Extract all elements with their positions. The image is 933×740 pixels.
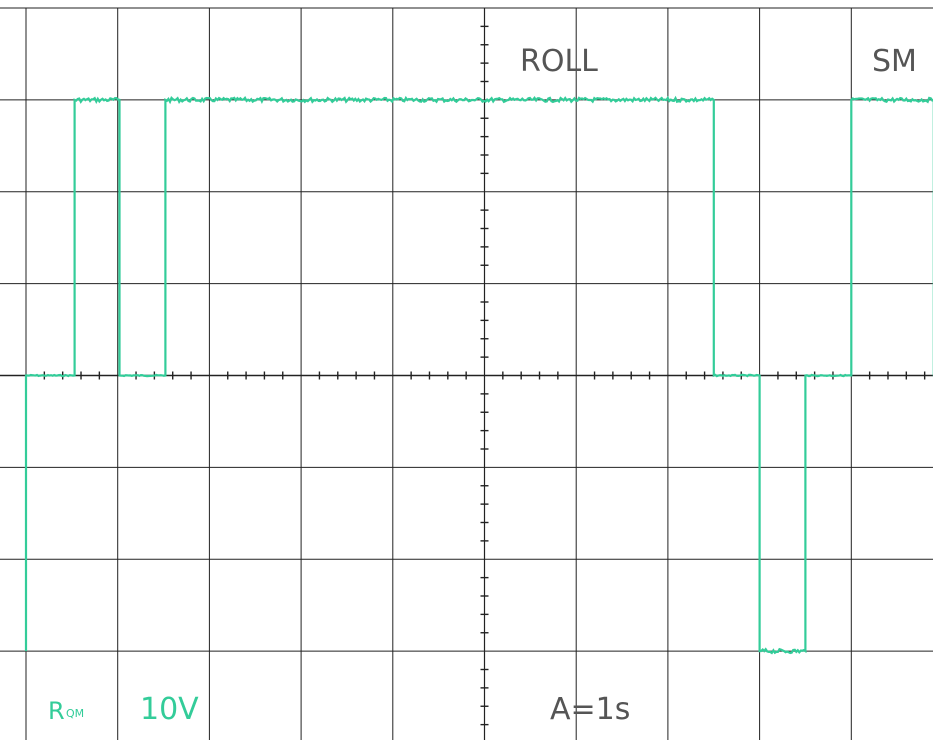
graticule-grid [0, 7, 933, 740]
signal-trace-layer [24, 95, 933, 655]
center-axis-ticks [43, 25, 926, 726]
mode-label: ROLL [520, 44, 598, 79]
mode-right-label: SM [872, 44, 917, 79]
time-per-div-readout: A=1s [550, 692, 630, 727]
volts-per-div-readout: 10V [140, 692, 199, 727]
channel-sub-label: QM [66, 707, 84, 720]
channel-label: R [48, 697, 65, 725]
signal-trace-line [24, 95, 933, 655]
